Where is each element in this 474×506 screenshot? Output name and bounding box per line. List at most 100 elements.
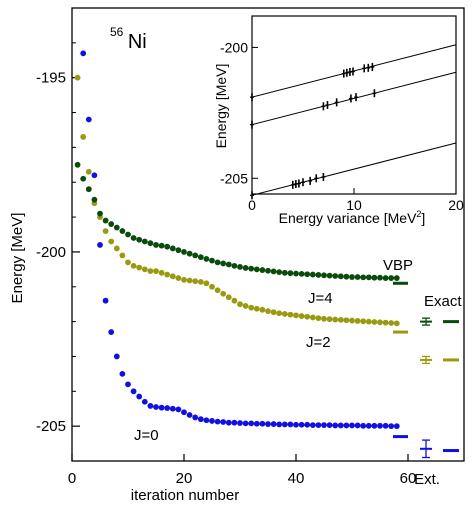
- data-point: [354, 318, 361, 324]
- data-point: [197, 254, 204, 261]
- data-point: [141, 238, 148, 245]
- data-point: [326, 272, 333, 279]
- data-point: [237, 301, 243, 308]
- data-point: [231, 419, 238, 426]
- data-point: [287, 270, 294, 277]
- data-point: [265, 308, 271, 315]
- data-point: [209, 257, 215, 264]
- data-point: [153, 404, 159, 410]
- data-point: [119, 370, 126, 377]
- exact-markers: [420, 317, 459, 459]
- inset-x-tick-label: 10: [346, 197, 362, 213]
- data-point: [393, 320, 400, 327]
- data-point: [382, 422, 389, 429]
- data-point: [276, 269, 283, 276]
- inset-x-tick-label: 20: [448, 197, 464, 213]
- inset-x-axis-label: Energy variance [MeV2]: [279, 209, 426, 226]
- data-point: [315, 272, 322, 278]
- data-point: [181, 409, 187, 416]
- data-point: [332, 422, 339, 429]
- main-y-axis-label: Energy [MeV]: [9, 213, 26, 304]
- data-point: [220, 290, 227, 297]
- data-point: [321, 422, 327, 429]
- data-point: [141, 266, 148, 273]
- data-point: [326, 422, 333, 429]
- data-point: [192, 278, 199, 285]
- inset-axis-ticks: 0 10 20 -200 -205: [220, 39, 464, 213]
- data-point: [169, 273, 176, 280]
- exact-label: Exact: [424, 293, 462, 310]
- data-point: [169, 245, 176, 252]
- data-point: [265, 267, 271, 274]
- inset-fit-line: [251, 71, 457, 126]
- data-point: [343, 422, 350, 429]
- inset-y-tick-label: -205: [220, 170, 248, 186]
- data-point: [203, 280, 210, 287]
- data-point: [242, 303, 249, 309]
- data-point: [298, 270, 305, 277]
- data-point: [97, 210, 103, 217]
- data-point: [393, 275, 400, 281]
- data-point: [393, 423, 400, 430]
- data-point: [248, 304, 255, 311]
- data-point: [354, 422, 361, 429]
- ext-tick-label: Ext.: [414, 471, 440, 488]
- data-point: [321, 315, 327, 322]
- data-point: [225, 294, 232, 301]
- data-point: [91, 172, 98, 179]
- data-point: [164, 243, 171, 250]
- data-point: [147, 268, 154, 274]
- data-point: [153, 242, 159, 248]
- isotope-annotation: 56 Ni: [110, 23, 147, 53]
- data-point: [349, 422, 355, 429]
- data-point: [349, 317, 355, 324]
- data-point: [192, 252, 199, 259]
- data-point: [242, 265, 249, 271]
- data-point: [259, 306, 266, 313]
- data-point: [181, 249, 187, 255]
- data-point: [298, 421, 305, 428]
- isotope-element: Ni: [128, 31, 147, 53]
- data-point: [74, 74, 81, 81]
- data-point: [237, 420, 243, 426]
- label-j0: J=0: [134, 427, 159, 444]
- main-y-tick-label: -195: [36, 70, 66, 87]
- main-axis-ticks: 0 20 40 60 -195 -200 -205: [36, 7, 416, 487]
- data-point: [80, 175, 87, 182]
- data-point: [360, 274, 367, 281]
- data-point: [214, 259, 221, 266]
- data-point: [293, 270, 299, 277]
- data-point: [270, 268, 277, 275]
- data-point: [276, 310, 283, 317]
- data-point: [85, 186, 92, 193]
- data-point: [365, 422, 372, 429]
- main-y-tick-label: -205: [36, 418, 66, 435]
- data-point: [276, 421, 283, 428]
- data-point: [304, 313, 311, 320]
- data-point: [113, 245, 120, 252]
- label-j2: J=2: [306, 334, 331, 351]
- data-point: [85, 116, 92, 123]
- data-point: [119, 228, 126, 234]
- data-point: [158, 404, 165, 411]
- data-point: [371, 274, 378, 281]
- inset-x-tick-label: 0: [248, 197, 256, 213]
- data-point: [382, 319, 389, 326]
- data-point: [309, 422, 316, 429]
- data-point: [136, 236, 143, 243]
- data-point: [175, 406, 182, 413]
- data-point: [388, 275, 395, 281]
- data-point: [158, 242, 165, 249]
- main-x-tick-label: 40: [288, 470, 305, 487]
- data-point: [136, 393, 143, 400]
- data-point: [237, 264, 243, 270]
- data-point: [377, 422, 383, 429]
- data-point: [377, 274, 383, 281]
- data-point: [175, 247, 182, 254]
- data-point: [337, 273, 344, 280]
- data-point: [164, 271, 171, 278]
- inset-y-tick-label: -200: [220, 39, 248, 55]
- data-point: [315, 315, 322, 322]
- data-point: [80, 50, 87, 57]
- data-point: [287, 311, 294, 318]
